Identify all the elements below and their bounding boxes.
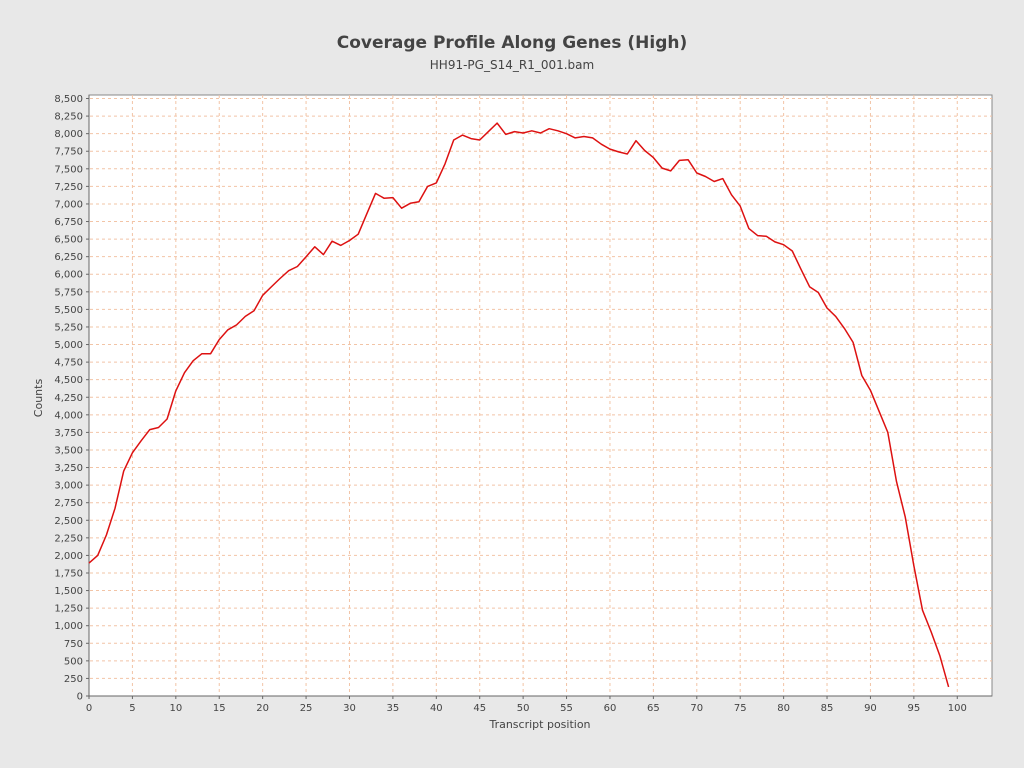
x-tick-label: 25 (300, 703, 313, 714)
y-tick-label: 4,250 (54, 393, 83, 404)
x-tick-label: 70 (690, 703, 703, 714)
plot-area (88, 94, 993, 697)
x-tick-label: 45 (473, 703, 486, 714)
y-tick-label: 6,000 (54, 270, 83, 281)
x-tick-label: 65 (647, 703, 660, 714)
y-tick-label: 6,250 (54, 252, 83, 263)
y-tick-label: 0 (77, 692, 83, 703)
y-tick-label: 3,500 (54, 445, 83, 456)
x-tick-label: 30 (343, 703, 356, 714)
x-tick-label: 60 (604, 703, 617, 714)
x-axis-label: Transcript position (488, 718, 590, 731)
y-tick-label: 250 (64, 674, 83, 685)
x-tick-label: 15 (213, 703, 226, 714)
y-tick-label: 2,750 (54, 498, 83, 509)
x-axis-ticks: 0 5 10 15 20 25 30 35 40 45 50 55 60 65 70 75 80 85 90 95 10… (86, 696, 967, 714)
y-tick-label: 6,500 (54, 235, 83, 246)
y-tick-label: 5,250 (54, 322, 83, 333)
coverage-series-line (88, 122, 950, 688)
y-tick-label: 8,250 (54, 112, 83, 123)
y-tick-label: 7,750 (54, 147, 83, 158)
x-tick-label: 80 (777, 703, 790, 714)
y-tick-label: 3,000 (54, 481, 83, 492)
y-tick-label: 1,750 (54, 568, 83, 579)
y-tick-label: 4,500 (54, 375, 83, 386)
y-tick-label: 3,750 (54, 428, 83, 439)
chart-subtitle: HH91-PG_S14_R1_001.bam (430, 58, 594, 72)
y-tick-label: 500 (64, 656, 83, 667)
y-tick-label: 7,250 (54, 182, 83, 193)
series-layer (88, 122, 950, 688)
x-tick-label: 10 (169, 703, 182, 714)
y-tick-label: 1,250 (54, 604, 83, 615)
y-tick-label: 2,000 (54, 551, 83, 562)
x-tick-label: 100 (948, 703, 967, 714)
y-axis-ticks: 0 250 500 750 1,000 1,250 1,500 1,750 2,000 2,250… (54, 94, 89, 703)
y-tick-label: 2,250 (54, 533, 83, 544)
x-tick-label: 5 (129, 703, 135, 714)
y-tick-label: 4,000 (54, 410, 83, 421)
y-tick-label: 750 (64, 639, 83, 650)
x-tick-label: 55 (560, 703, 573, 714)
y-tick-label: 8,500 (54, 94, 83, 105)
y-tick-label: 1,000 (54, 621, 83, 632)
x-tick-label: 85 (821, 703, 834, 714)
y-tick-label: 7,000 (54, 199, 83, 210)
x-tick-label: 50 (517, 703, 530, 714)
x-tick-label: 90 (864, 703, 877, 714)
y-tick-label: 8,000 (54, 129, 83, 140)
x-tick-label: 40 (430, 703, 443, 714)
chart-title: Coverage Profile Along Genes (High) (337, 33, 688, 53)
y-tick-label: 5,500 (54, 305, 83, 316)
y-tick-label: 1,500 (54, 586, 83, 597)
y-axis-label: Counts (32, 379, 45, 418)
y-tick-label: 6,750 (54, 217, 83, 228)
x-tick-label: 0 (86, 703, 92, 714)
y-tick-label: 7,500 (54, 164, 83, 175)
y-tick-label: 4,750 (54, 358, 83, 369)
x-tick-label: 95 (907, 703, 920, 714)
x-tick-label: 35 (387, 703, 400, 714)
x-tick-label: 75 (734, 703, 747, 714)
y-tick-label: 5,000 (54, 340, 83, 351)
x-tick-label: 20 (256, 703, 269, 714)
y-tick-label: 5,750 (54, 287, 83, 298)
grid-lines (90, 95, 992, 695)
y-tick-label: 2,500 (54, 516, 83, 527)
y-tick-label: 3,250 (54, 463, 83, 474)
